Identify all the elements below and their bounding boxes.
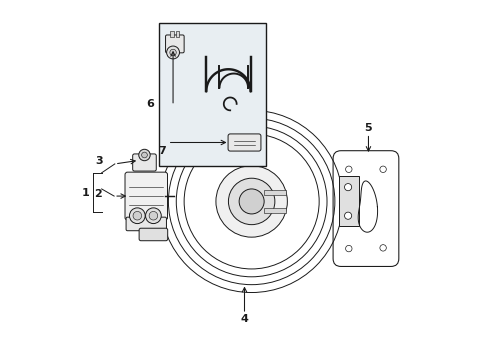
- Circle shape: [133, 211, 142, 220]
- FancyBboxPatch shape: [227, 134, 261, 151]
- Text: 7: 7: [158, 147, 166, 157]
- Circle shape: [160, 111, 342, 293]
- Text: 4: 4: [240, 314, 248, 324]
- FancyBboxPatch shape: [165, 35, 184, 53]
- Circle shape: [344, 184, 351, 191]
- Circle shape: [344, 212, 351, 219]
- Text: 3: 3: [95, 157, 102, 166]
- Circle shape: [228, 178, 274, 225]
- Bar: [264, 207, 285, 213]
- FancyBboxPatch shape: [132, 154, 156, 171]
- Circle shape: [145, 208, 161, 224]
- Circle shape: [142, 152, 147, 158]
- Text: 5: 5: [364, 123, 371, 133]
- Circle shape: [379, 245, 386, 251]
- Bar: [159, 23, 265, 166]
- Circle shape: [139, 149, 150, 161]
- Bar: [339, 176, 358, 226]
- FancyBboxPatch shape: [126, 217, 166, 231]
- Bar: [247, 100, 255, 112]
- FancyBboxPatch shape: [125, 172, 167, 220]
- Bar: [264, 190, 285, 195]
- Circle shape: [129, 208, 145, 224]
- Text: 2: 2: [94, 189, 102, 199]
- Circle shape: [149, 211, 157, 220]
- Circle shape: [169, 49, 176, 56]
- Circle shape: [239, 189, 264, 214]
- Bar: [170, 31, 173, 37]
- Circle shape: [345, 166, 351, 172]
- Text: 1: 1: [81, 188, 89, 198]
- Circle shape: [166, 46, 179, 59]
- FancyBboxPatch shape: [139, 228, 167, 241]
- Circle shape: [216, 166, 287, 237]
- Circle shape: [379, 166, 386, 172]
- Circle shape: [345, 246, 351, 252]
- Text: 6: 6: [145, 99, 153, 109]
- Bar: [176, 31, 179, 37]
